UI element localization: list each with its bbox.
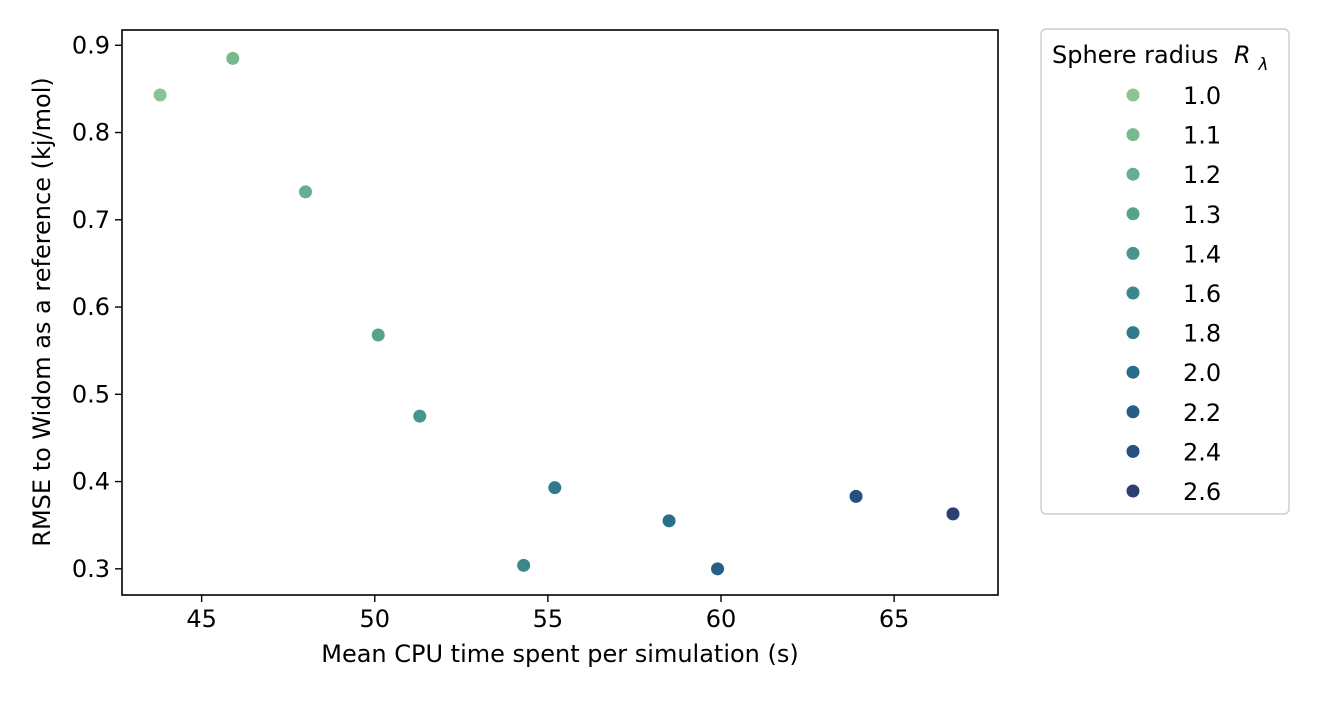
x-tick-label: 60 <box>706 605 737 633</box>
data-point <box>548 481 562 495</box>
legend-title-subscript: λ <box>1257 55 1268 75</box>
legend: Sphere radius R λ 1.0 1.1 1.2 1.3 1.4 1.6 1.8 2… <box>1040 28 1290 515</box>
legend-marker <box>1126 246 1140 260</box>
legend-label: 2.0 <box>1183 359 1221 387</box>
y-tick-label: 0.8 <box>72 119 110 147</box>
legend-label: 1.0 <box>1183 82 1221 110</box>
legend-label: 1.8 <box>1183 320 1221 348</box>
legend-label: 2.4 <box>1183 438 1221 466</box>
legend-marker <box>1126 326 1140 340</box>
legend-label: 2.6 <box>1183 478 1221 506</box>
y-axis-label: RMSE to Widom as a reference (kj/mol) <box>28 77 56 546</box>
legend-box <box>1040 28 1290 515</box>
data-point <box>153 88 167 102</box>
data-point <box>662 514 676 528</box>
y-tick-label: 0.3 <box>72 555 110 583</box>
legend-entries: 1.0 1.1 1.2 1.3 1.4 1.6 1.8 2.0 2.2 2.4 2.6 <box>1126 82 1221 506</box>
x-tick-label: 45 <box>186 605 217 633</box>
data-point <box>946 507 960 521</box>
data-point <box>517 558 531 572</box>
y-tick-label: 0.7 <box>72 206 110 234</box>
legend-marker <box>1126 405 1140 419</box>
data-point <box>226 51 240 65</box>
axes-frame <box>121 29 999 596</box>
data-point <box>413 409 427 423</box>
legend-title: Sphere radius R λ <box>1052 41 1268 75</box>
legend-label: 1.1 <box>1183 122 1221 150</box>
legend-marker <box>1126 365 1140 379</box>
legend-label: 1.3 <box>1183 201 1221 229</box>
legend-marker <box>1126 207 1140 221</box>
data-point <box>849 489 863 503</box>
y-tick-label: 0.4 <box>72 468 110 496</box>
data-points <box>153 51 960 576</box>
y-tick-label: 0.5 <box>72 380 110 408</box>
x-tick-label: 55 <box>533 605 564 633</box>
legend-marker <box>1126 167 1140 181</box>
x-tick-label: 50 <box>359 605 390 633</box>
plot-area <box>121 29 999 596</box>
legend-marker <box>1126 484 1140 498</box>
legend-marker <box>1126 286 1140 300</box>
legend-label: 2.2 <box>1183 399 1221 427</box>
legend-marker <box>1126 88 1140 102</box>
y-tick-label: 0.6 <box>72 293 110 321</box>
legend-label: 1.2 <box>1183 161 1221 189</box>
data-point <box>299 185 313 199</box>
x-axis: 45 50 55 60 65 <box>186 595 909 633</box>
y-tick-label: 0.9 <box>72 31 110 59</box>
legend-marker <box>1126 444 1140 458</box>
legend-marker <box>1126 128 1140 142</box>
data-point <box>371 328 385 342</box>
legend-title-text: Sphere radius <box>1052 41 1218 69</box>
y-axis: 0.3 0.4 0.5 0.6 0.7 0.8 0.9 <box>72 31 122 583</box>
legend-label: 1.4 <box>1183 240 1221 268</box>
data-point <box>711 562 725 576</box>
legend-title-symbol: R <box>1234 41 1251 69</box>
legend-label: 1.6 <box>1183 280 1221 308</box>
x-tick-label: 65 <box>879 605 910 633</box>
x-axis-label: Mean CPU time spent per simulation (s) <box>321 640 799 668</box>
